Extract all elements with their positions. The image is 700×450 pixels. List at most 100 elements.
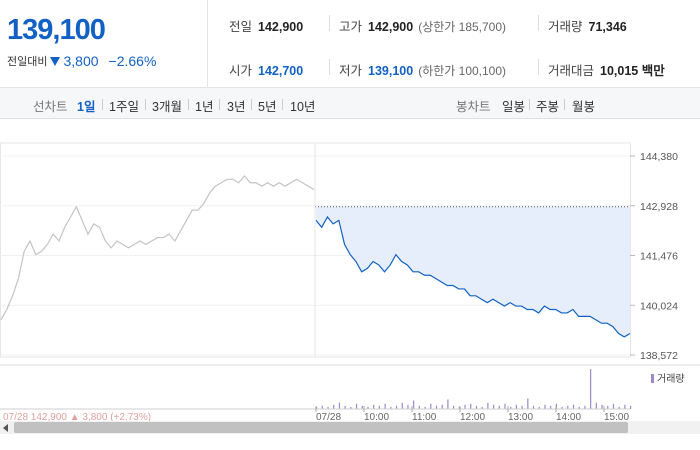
x-tick-label: 07/28: [316, 412, 341, 421]
prev-close: 전일 142,900: [229, 20, 304, 34]
volume-bar: [338, 402, 341, 409]
area-fill: [316, 206, 630, 337]
day-high: 고가 142,900 (상한가 185,700): [339, 20, 507, 34]
volume-bars: [316, 369, 632, 409]
volume-bar: [601, 404, 603, 409]
x-tick-label: 13:00: [508, 412, 533, 421]
volume-bar: [612, 403, 615, 409]
period-10y[interactable]: 10년: [290, 100, 316, 114]
period-5y[interactable]: 5년: [258, 100, 277, 114]
divider: [145, 99, 146, 110]
candle-monthly[interactable]: 월봉: [572, 100, 596, 114]
volume-bar: [355, 403, 358, 409]
volume-bar: [373, 404, 375, 409]
volume-bar: [333, 404, 335, 409]
volume-bar: [590, 369, 592, 409]
change-row: 전일대비 3,800 −2.66%: [7, 53, 156, 69]
x-tick-label: 12:00: [460, 412, 485, 421]
divider: [251, 99, 252, 110]
down-arrow-icon: [50, 56, 61, 66]
volume-bar: [344, 405, 346, 409]
volume-bar: [578, 406, 580, 409]
volume-bar: [321, 405, 323, 409]
y-axis-ticks: 144,380 142,928 141,476 140,024 138,572: [630, 151, 678, 362]
x-tick-label: 11:00: [412, 412, 437, 421]
period-3y[interactable]: 3년: [227, 100, 246, 114]
volume-bar: [413, 400, 415, 409]
volume-bar: [527, 398, 529, 409]
period-1w[interactable]: 1주일: [109, 100, 139, 114]
divider: [529, 99, 530, 110]
candle-daily[interactable]: 일봉: [502, 100, 526, 114]
volume-bar: [475, 405, 478, 409]
volume: 거래량 71,346: [548, 20, 627, 34]
divider: [102, 99, 103, 110]
volume-bar: [487, 402, 489, 409]
divider: [188, 99, 189, 110]
stock-summary: 139,100 전일대비 3,800 −2.66% 전일 142,900 고가 …: [0, 0, 700, 88]
y-tick-label: 138,572: [640, 350, 678, 362]
divider: [219, 99, 220, 110]
volume-bar: [367, 406, 369, 409]
volume-bar: [447, 399, 449, 409]
chart-scrollbar[interactable]: [0, 421, 700, 434]
volume-bar: [435, 405, 438, 409]
volume-bar: [390, 406, 392, 409]
current-price: 139,100: [7, 14, 106, 46]
volume-bar: [441, 404, 443, 409]
divider: [538, 15, 539, 31]
volume-bar: [630, 405, 632, 409]
volume-bar: [470, 403, 472, 409]
volume-bar: [498, 405, 500, 409]
trade-value: 거래대금 10,015 백만: [548, 64, 665, 78]
day-low: 저가 139,100 (하한가 100,100): [339, 64, 507, 78]
volume-legend-swatch: [651, 374, 654, 383]
volume-bar: [572, 404, 575, 409]
y-tick-label: 144,380: [640, 151, 678, 163]
volume-bar: [504, 403, 506, 409]
volume-bar: [327, 406, 329, 409]
chart-period-bar: 선차트 1일 1주일 3개월 1년 3년 5년 10년 봉차트 일봉 주봉 월봉: [0, 88, 700, 119]
volume-bar: [430, 403, 432, 409]
change-amount: 3,800: [63, 53, 99, 69]
intraday-chart: 144,380 142,928 141,476 140,024 138,572 거래량 …: [0, 119, 700, 450]
volume-bar: [361, 405, 363, 409]
x-tick-label: 10:00: [364, 412, 389, 421]
volume-bar: [624, 404, 626, 409]
period-1y[interactable]: 1년: [195, 100, 214, 114]
period-3m[interactable]: 3개월: [152, 100, 182, 114]
volume-bar: [453, 405, 455, 409]
volume-bar: [561, 406, 563, 409]
volume-bar: [521, 405, 523, 409]
volume-bar: [407, 404, 409, 409]
volume-bar: [418, 405, 420, 409]
x-axis-labels: 07/28 10:00 11:00 12:00 13:00 14:00 15:00: [315, 406, 629, 423]
change-label: 전일대비: [7, 56, 48, 68]
prev-day-caption: 07/28 142,900 ▲ 3,800 (+2.73%): [3, 412, 151, 421]
divider: [329, 59, 330, 75]
volume-bar: [401, 402, 403, 409]
y-tick-label: 140,024: [640, 300, 678, 312]
volume-bar: [538, 406, 540, 409]
volume-bar: [510, 406, 512, 409]
line-chart-label: 선차트: [33, 100, 68, 114]
volume-legend-label: 거래량: [657, 373, 685, 385]
candle-weekly[interactable]: 주봉: [536, 100, 560, 114]
volume-bar: [607, 405, 609, 409]
candle-chart-label: 봉차트: [456, 100, 491, 114]
price-lines: [0, 174, 631, 338]
volume-bar: [481, 406, 483, 409]
scroll-left-icon[interactable]: [3, 424, 8, 432]
volume-bar: [584, 405, 586, 409]
scrollbar-thumb[interactable]: [14, 422, 628, 433]
period-1d[interactable]: 1일: [77, 100, 96, 114]
divider: [538, 59, 539, 75]
volume-bar: [567, 405, 569, 409]
volume-bar: [316, 406, 318, 409]
y-tick-label: 141,476: [640, 251, 678, 263]
below-prev-close-fill: [316, 206, 630, 337]
volume-bar: [550, 405, 552, 409]
x-tick-label: 15:00: [604, 412, 629, 421]
volume-bar: [424, 406, 426, 409]
